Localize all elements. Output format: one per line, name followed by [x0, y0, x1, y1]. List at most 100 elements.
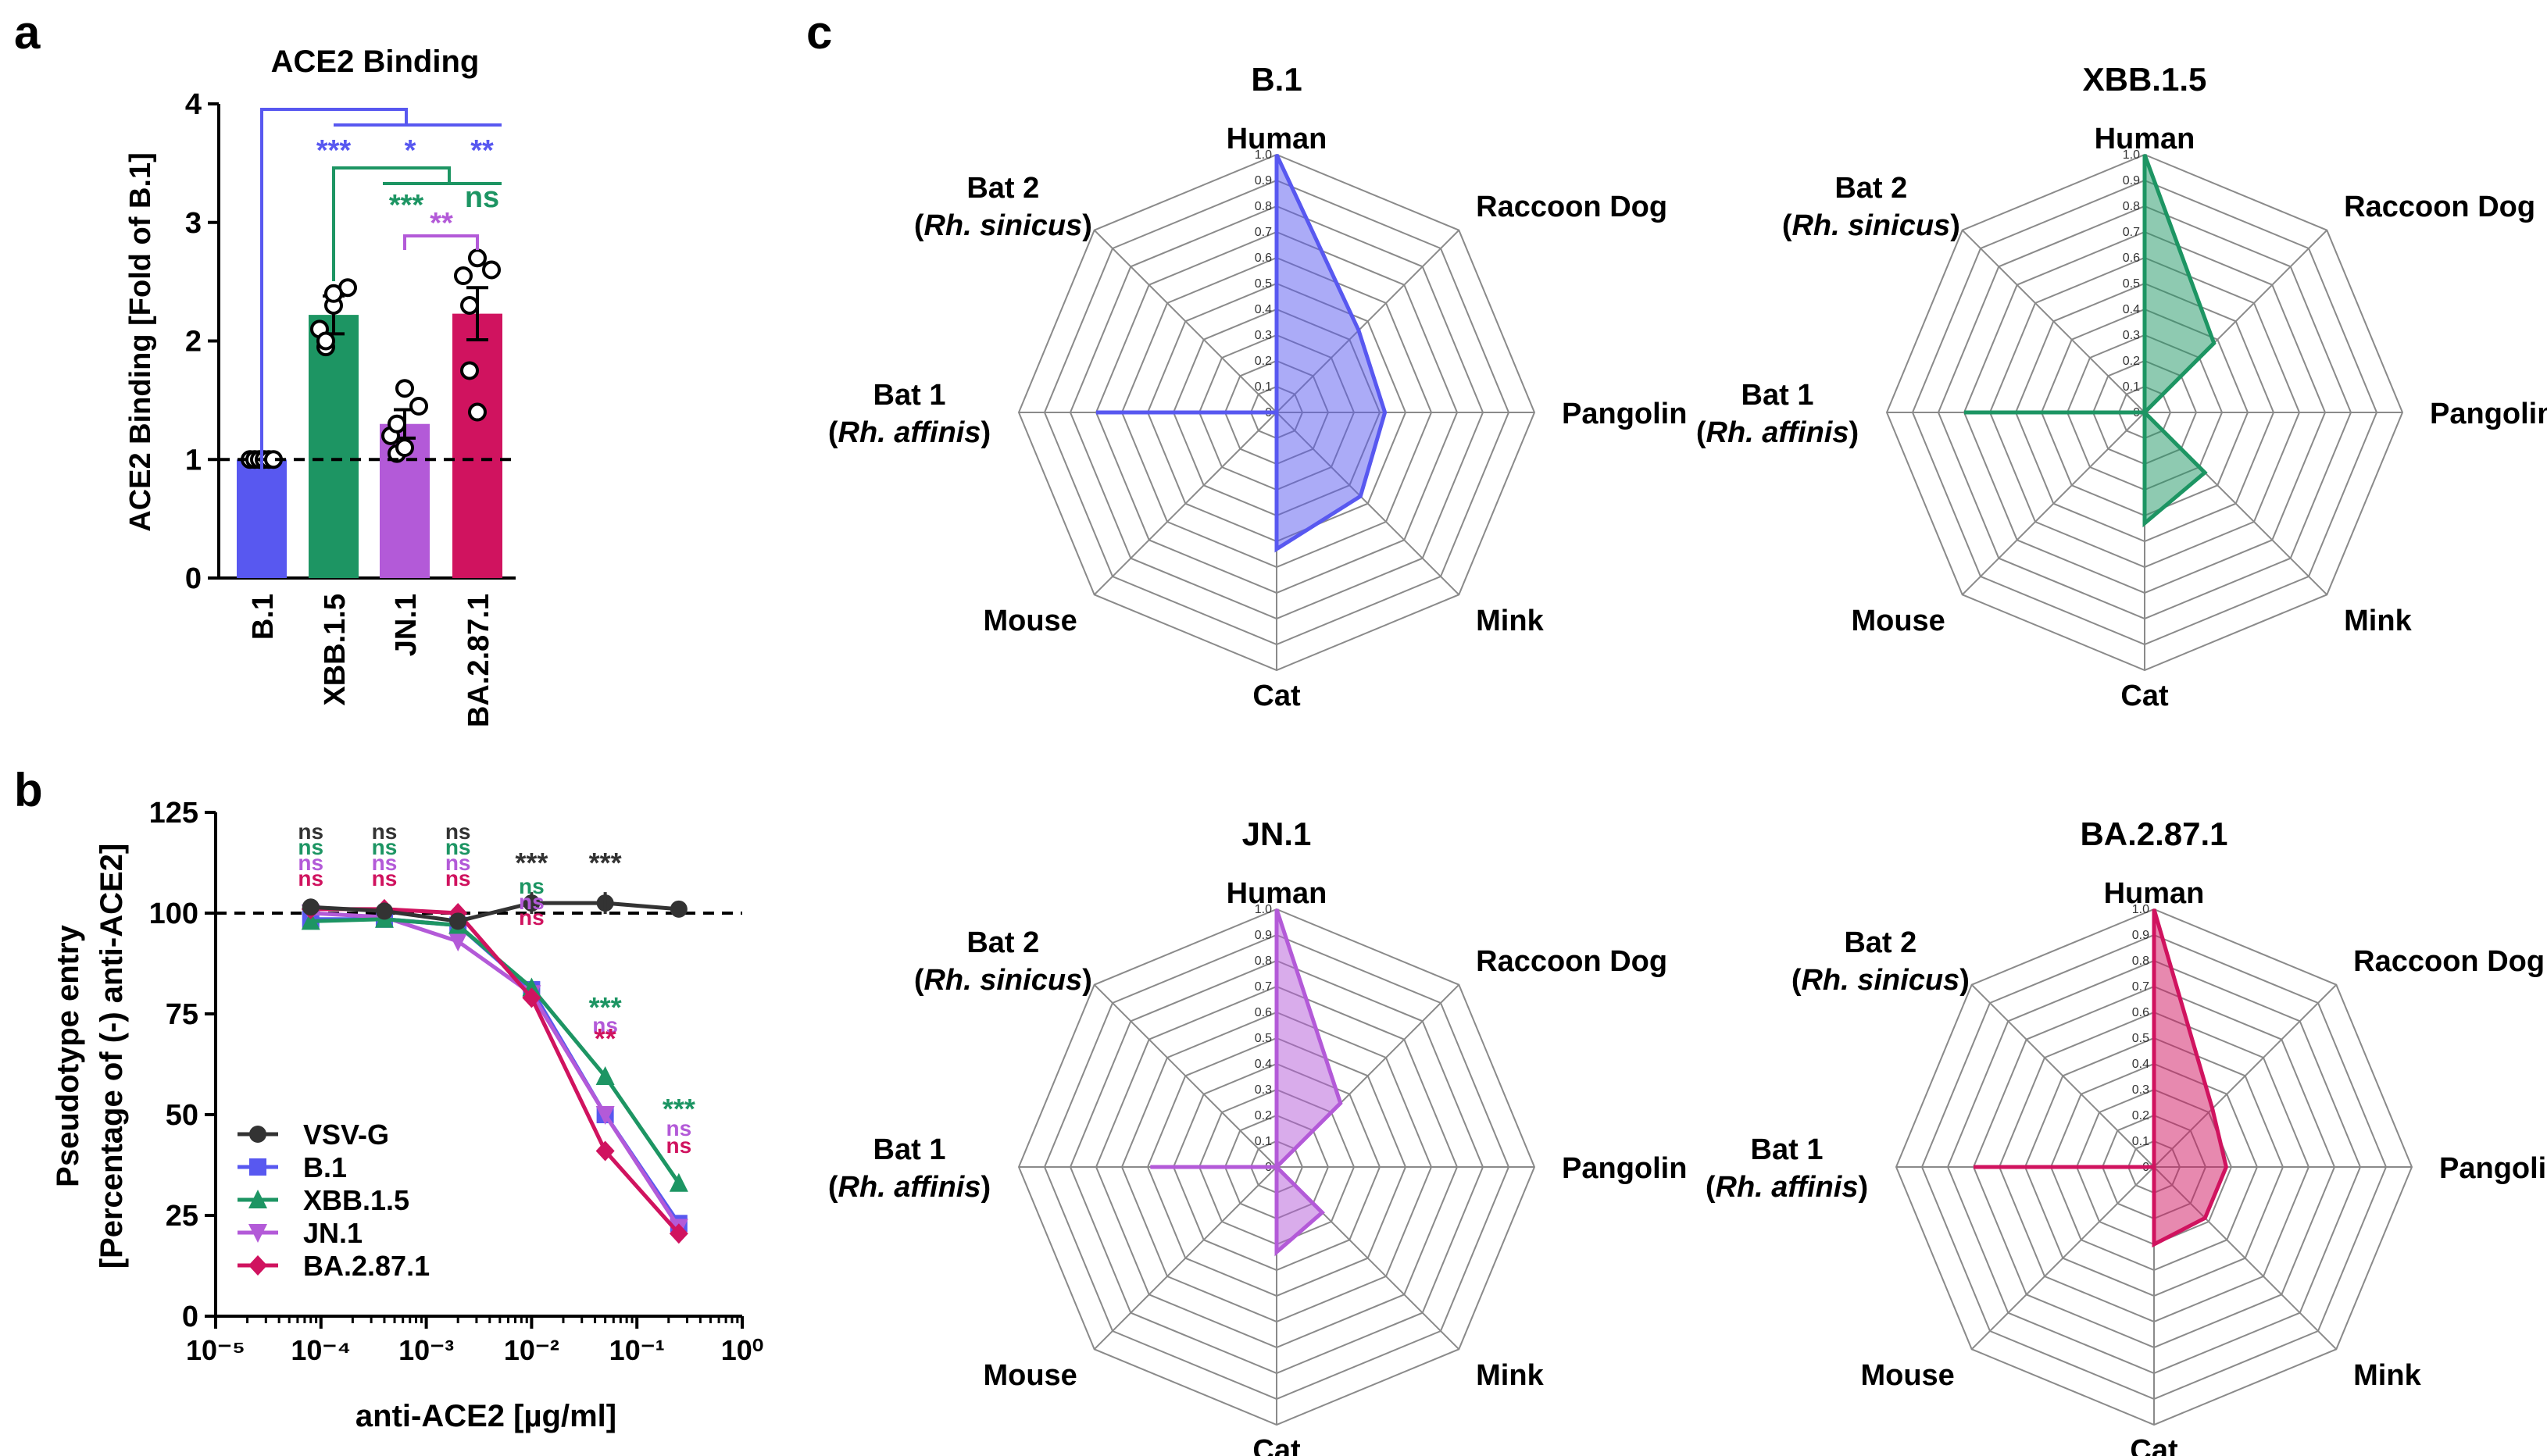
panel-a-category-label: JN.1 — [390, 594, 423, 656]
radar-axis-label: Bat 1 — [873, 1133, 946, 1166]
radar-tick-label: 0.2 — [2123, 355, 2140, 368]
radar-series-area — [1964, 154, 2217, 528]
series-marker — [669, 1172, 688, 1192]
data-point — [395, 379, 414, 398]
radar-axis-label: Mouse — [983, 605, 1077, 637]
panel-a-category-label: XBB.1.5 — [319, 594, 352, 706]
radar-axis-label: Bat 1 — [1751, 1133, 1824, 1166]
significance-label: ns — [445, 835, 471, 859]
series-marker — [595, 1106, 615, 1125]
significance-label: ns — [298, 819, 323, 844]
series-marker — [302, 898, 320, 916]
significance-label: ** — [430, 207, 453, 240]
data-point — [316, 331, 335, 351]
data-point — [388, 414, 406, 434]
radar-axis-label: Bat 2 — [1844, 926, 1917, 959]
panel-b-xtick-label: 10⁻² — [504, 1334, 559, 1366]
radar-tick-label: 0.5 — [2123, 277, 2140, 291]
legend-label: JN.1 — [303, 1217, 363, 1249]
radar-tick-label: 0.4 — [1255, 1058, 1272, 1071]
significance-label: ns — [445, 819, 471, 844]
radar-tick-label: 0.4 — [2132, 1058, 2149, 1071]
radar-spoke — [1961, 412, 2145, 596]
radar-axis-label: Pangolin — [2439, 1152, 2547, 1185]
radar-tick-label: 0.9 — [2132, 929, 2149, 942]
radar-axis-label: Raccoon Dog — [1476, 945, 1667, 978]
panel-b-xtick-label: 10⁰ — [721, 1334, 763, 1366]
panel-b-xtick-label: 10⁻¹ — [609, 1334, 665, 1366]
radar-spoke — [1093, 412, 1277, 596]
radar-tick-label: 0.7 — [1255, 980, 1272, 994]
panel-a-title: ACE2 Binding — [271, 45, 480, 79]
radar-axis-label: Bat 1 — [873, 379, 946, 412]
panel-b-xtick-label: 10⁻⁵ — [186, 1334, 245, 1366]
series-marker — [595, 1065, 615, 1085]
radar-axis-label: (Rh. affinis) — [1696, 416, 1859, 449]
radar-title: JN.1 — [1242, 815, 1312, 852]
panel-b-ytick-label: 50 — [166, 1099, 198, 1132]
radar-title: BA.2.87.1 — [2080, 815, 2227, 852]
significance-label: ns — [519, 874, 545, 898]
radar-chart: JN.100.10.20.30.40.50.60.70.80.91.0Human… — [828, 815, 1688, 1456]
legend-label: B.1 — [303, 1151, 347, 1183]
radar-axis-label: Cat — [2130, 1434, 2178, 1456]
significance-label: *** — [389, 189, 424, 222]
radar-axis-label: Pangolin — [1562, 398, 1687, 430]
series-marker — [595, 1140, 615, 1162]
radar-series-area — [1974, 908, 2229, 1248]
panel-b-ytick-label: 25 — [166, 1200, 198, 1233]
radar-spoke — [1970, 983, 2155, 1168]
radar-axis-label: Cat — [2120, 680, 2169, 712]
significance-label: *** — [663, 1093, 695, 1125]
radar-axis-label: Mouse — [1860, 1359, 1954, 1392]
radar-tick-label: 1.0 — [1255, 903, 1272, 916]
panel-b-xlabel: anti-ACE2 [µg/ml] — [355, 1399, 616, 1433]
radar-tick-label: 0.3 — [2132, 1083, 2149, 1097]
radar-axis-label: (Rh. affinis) — [828, 416, 991, 449]
significance-label: ns — [445, 866, 471, 890]
panel-a-ytick-label: 4 — [185, 88, 202, 121]
series-marker — [248, 1255, 267, 1276]
radar-tick-label: 0.7 — [2132, 980, 2149, 994]
radar-axis-label: Mouse — [1851, 605, 1945, 637]
radar-tick-label: 0.6 — [1255, 252, 1272, 265]
data-point — [395, 438, 414, 458]
significance-label: ns — [372, 851, 398, 875]
significance-label: *** — [515, 847, 548, 879]
data-point — [468, 402, 487, 422]
radar-axis-label: Bat 1 — [1741, 379, 1814, 412]
significance-label: ns — [519, 905, 545, 930]
panel-b-ytick-label: 125 — [149, 797, 198, 830]
radar-axis-label: Raccoon Dog — [2344, 191, 2535, 223]
significance-label: ns — [666, 1116, 691, 1140]
data-point — [454, 266, 473, 286]
radar-tick-label: 0.3 — [1255, 1083, 1272, 1097]
radar-spoke — [1093, 1166, 1277, 1351]
radar-tick-label: 0.4 — [1255, 303, 1272, 316]
radar-axis-label: Cat — [1252, 1434, 1301, 1456]
series-marker — [669, 1223, 688, 1244]
panel-b-xtick-label: 10⁻⁴ — [291, 1334, 351, 1366]
radar-axis-label: Mink — [2353, 1359, 2421, 1392]
panel-a-ytick-label: 1 — [185, 444, 202, 476]
radar-tick-label: 0.7 — [2123, 226, 2140, 239]
radar-tick-label: 0.8 — [2132, 955, 2149, 968]
series-marker — [375, 902, 393, 920]
panel-a-ylabel: ACE2 Binding [Fold of B.1] — [124, 152, 157, 532]
radar-tick-label: 0.9 — [1255, 929, 1272, 942]
series-line — [310, 911, 681, 1229]
radar-tick-label: 0.5 — [1255, 1032, 1272, 1045]
legend-label: XBB.1.5 — [303, 1184, 409, 1216]
radar-series-area — [1150, 908, 1343, 1257]
radar-axis-label: Mink — [1476, 1359, 1544, 1392]
radar-axis-label: (Rh. sinicus) — [1782, 209, 1960, 242]
radar-tick-label: 0.5 — [2132, 1032, 2149, 1045]
series-marker — [249, 1158, 266, 1176]
legend-label: VSV-G — [303, 1119, 389, 1151]
data-point — [324, 284, 343, 303]
radar-axis-label: (Rh. affinis) — [1706, 1171, 1868, 1204]
series-marker — [301, 911, 320, 930]
radar-axis-label: Bat 2 — [1834, 172, 1907, 205]
significance-label: * — [405, 134, 416, 167]
